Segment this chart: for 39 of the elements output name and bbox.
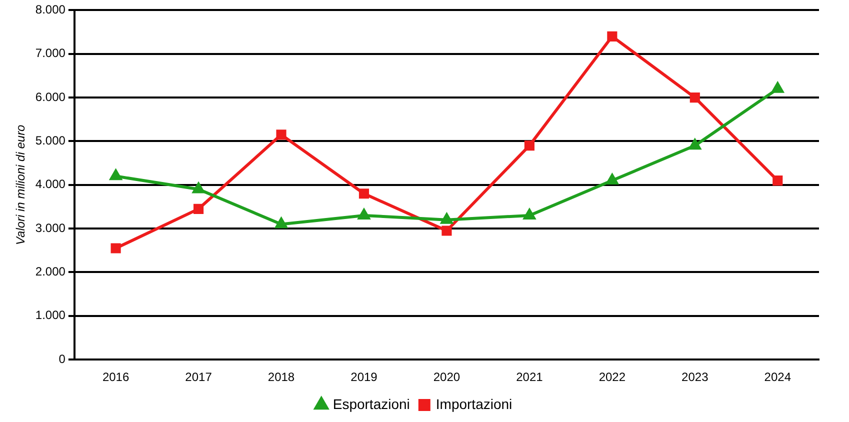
point xyxy=(606,174,618,185)
x-tick-label: 2016 xyxy=(102,370,130,384)
y-tick-label: 8.000 xyxy=(35,2,66,17)
point xyxy=(193,204,204,214)
point xyxy=(772,82,784,93)
y-tick-label: 0 xyxy=(58,352,66,366)
legend-label: Esportazioni xyxy=(332,396,410,412)
y-tick-label: 7.000 xyxy=(35,46,66,60)
x-tick-label: 2020 xyxy=(433,370,460,384)
x-tick-label: 2023 xyxy=(682,370,709,384)
y-tick-label: 3.000 xyxy=(35,220,66,235)
x-tick-label: 2021 xyxy=(516,370,544,384)
point xyxy=(440,213,453,224)
y-axis-title: Valori in milioni di euro xyxy=(14,124,28,246)
y-tick-label: 4.000 xyxy=(35,177,66,192)
y-tick-label: 6.000 xyxy=(35,90,66,104)
point xyxy=(110,243,121,254)
y-tick-label: 2.000 xyxy=(35,264,66,279)
y-tick-label: 5.000 xyxy=(35,134,66,148)
point xyxy=(192,182,204,194)
point xyxy=(275,218,288,228)
point xyxy=(690,92,700,103)
point xyxy=(358,208,370,220)
point xyxy=(358,188,370,199)
x-tick-label: 2018 xyxy=(268,370,295,384)
y-tick-label: 1.000 xyxy=(35,308,66,322)
point xyxy=(276,130,286,140)
point xyxy=(110,170,122,180)
x-tick-label: 2022 xyxy=(598,370,626,384)
x-tick-label: 2019 xyxy=(350,370,378,384)
point xyxy=(689,139,701,150)
point xyxy=(607,31,618,42)
x-tick-label: 2024 xyxy=(764,370,792,384)
point xyxy=(772,175,783,186)
legend-label: Importazioni xyxy=(436,396,512,412)
point xyxy=(442,226,452,236)
x-tick-label: 2017 xyxy=(185,370,212,384)
point xyxy=(524,208,536,220)
point xyxy=(524,140,534,151)
